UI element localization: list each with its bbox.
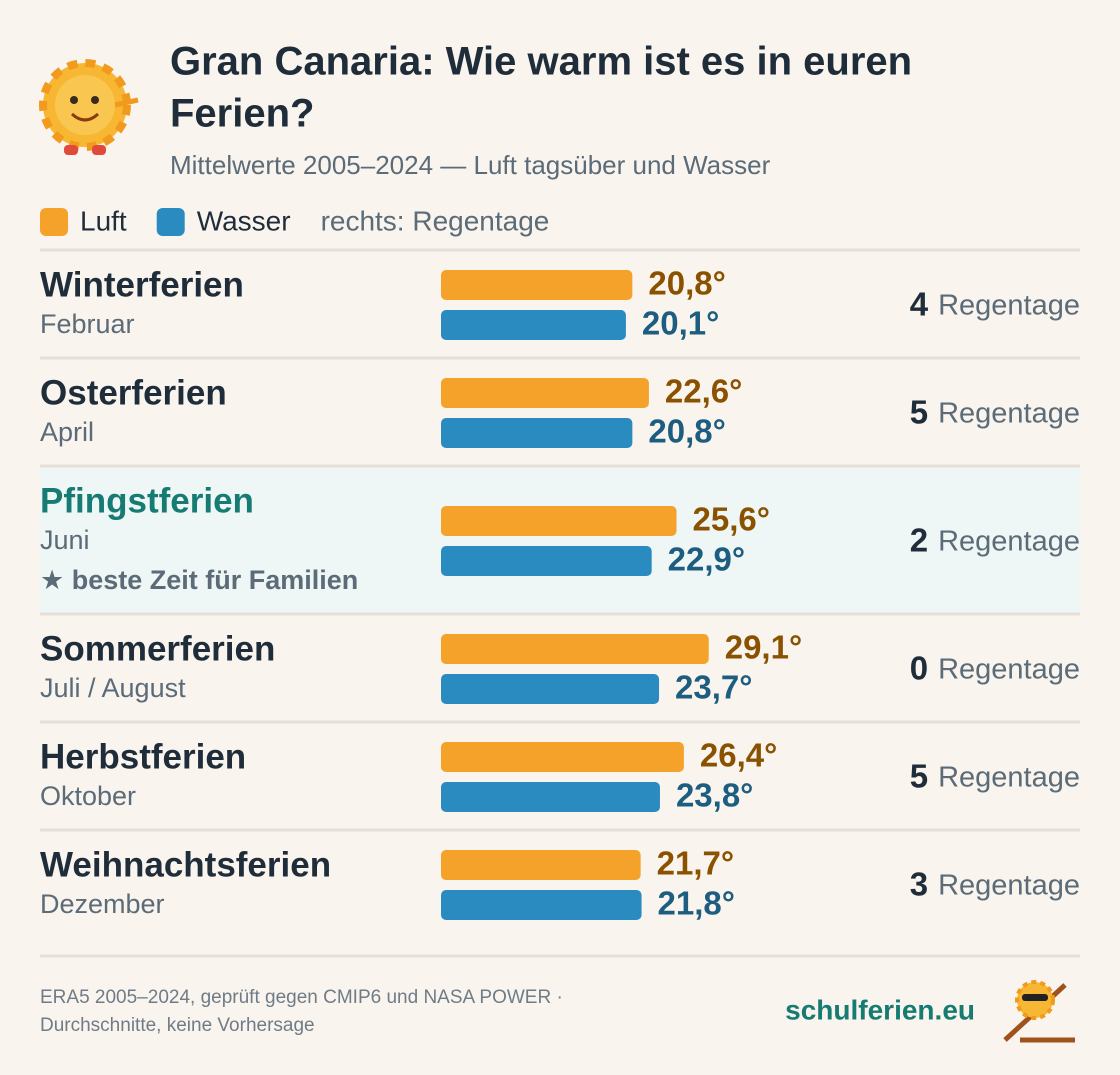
- rain-days: 2: [910, 522, 928, 559]
- bar: [441, 418, 633, 448]
- category-label: Osterferien: [40, 373, 227, 412]
- legend-swatch: [156, 208, 185, 236]
- bar: [441, 890, 642, 920]
- bar: [441, 634, 709, 664]
- category-label: Weihnachtsferien: [40, 845, 331, 884]
- bar: [441, 674, 660, 704]
- bar: [441, 270, 633, 300]
- rain-days: 4: [910, 286, 929, 323]
- rain-unit: Regentage: [938, 526, 1080, 558]
- rain-unit: Regentage: [938, 654, 1080, 686]
- title-line: Gran Canaria: Wie warm ist es in euren: [170, 40, 912, 84]
- legend-note: rechts: Regentage: [321, 205, 550, 236]
- rain-days: 0: [910, 650, 928, 687]
- category-label: Sommerferien: [40, 629, 275, 668]
- category-sublabel: Juli / August: [40, 673, 186, 703]
- value-label: 23,7°: [675, 669, 752, 706]
- sun-chair-icon: [1003, 980, 1075, 1043]
- source-line: Durchschnitte, keine Vorhersage: [40, 1015, 315, 1036]
- bar: [441, 850, 641, 880]
- category-sublabel: Februar: [40, 309, 135, 339]
- rain-unit: Regentage: [938, 762, 1080, 794]
- value-label: 29,1°: [725, 629, 802, 666]
- category-sublabel: Juni: [40, 525, 90, 555]
- value-label: 22,6°: [665, 373, 742, 410]
- bar: [441, 378, 649, 408]
- bar: [441, 742, 684, 772]
- category-label: Winterferien: [40, 265, 244, 304]
- legend-swatch: [40, 208, 68, 236]
- rain-days: 5: [910, 394, 928, 431]
- category-sublabel: April: [40, 417, 94, 447]
- highlight-row: [40, 466, 1080, 614]
- category-label: Pfingstferien: [40, 481, 254, 520]
- category-label: Herbstferien: [40, 737, 246, 776]
- brand: schulferien.eu: [785, 994, 975, 1025]
- title-line: Ferien?: [170, 92, 314, 136]
- category-sublabel: Dezember: [40, 889, 165, 919]
- rain-days: 5: [910, 758, 928, 795]
- bar: [441, 310, 626, 340]
- legend-label: Luft: [80, 205, 127, 236]
- value-label: 26,4°: [700, 737, 777, 774]
- rain-unit: Regentage: [938, 398, 1080, 430]
- source-line: ERA5 2005–2024, geprüft gegen CMIP6 und …: [40, 987, 563, 1008]
- rain-unit: Regentage: [938, 290, 1080, 322]
- bar: [441, 782, 660, 812]
- subtitle: Mittelwerte 2005–2024 — Luft tagsüber un…: [170, 150, 771, 180]
- legend-label: Wasser: [197, 205, 291, 236]
- value-label: 20,8°: [648, 265, 725, 302]
- value-label: 22,9°: [668, 541, 745, 578]
- rain-unit: Regentage: [938, 870, 1080, 902]
- category-note: ★ beste Zeit für Familien: [40, 565, 358, 595]
- bar: [441, 546, 652, 576]
- value-label: 21,7°: [657, 845, 734, 882]
- value-label: 21,8°: [658, 885, 735, 922]
- value-label: 20,1°: [642, 305, 719, 342]
- category-sublabel: Oktober: [40, 781, 136, 811]
- sun-icon: [39, 59, 139, 155]
- value-label: 23,8°: [676, 777, 753, 814]
- value-label: 25,6°: [693, 501, 770, 538]
- bar: [441, 506, 677, 536]
- value-label: 20,8°: [648, 413, 725, 450]
- rain-days: 3: [910, 866, 928, 903]
- legend: Luft Wasser rechts: Regentage: [40, 205, 549, 236]
